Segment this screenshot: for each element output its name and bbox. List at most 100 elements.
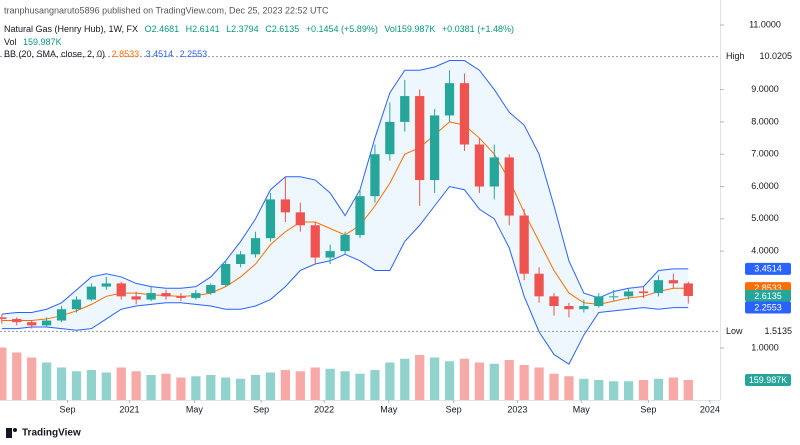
volume-bar bbox=[131, 371, 141, 400]
candle-body bbox=[221, 264, 231, 286]
logo-bar bbox=[6, 428, 12, 438]
candle-body bbox=[42, 320, 52, 326]
volume-bar bbox=[459, 358, 470, 400]
low: L2.3794 bbox=[226, 24, 259, 34]
y-tick-label: 4.0000 bbox=[751, 245, 779, 255]
volume-bar bbox=[429, 357, 440, 400]
volume-bar bbox=[519, 365, 529, 400]
candle-body bbox=[56, 309, 67, 321]
volume-bar bbox=[12, 352, 22, 400]
volume-tag-label: 159.987K bbox=[749, 375, 788, 385]
y-tick-label: 9.0000 bbox=[751, 84, 779, 94]
bb-line: BB (20, SMA, close, 2, 0) 2.8533 3.4514 … bbox=[4, 49, 207, 59]
volume-bar bbox=[101, 372, 111, 400]
candle-body bbox=[668, 280, 678, 284]
volume-value: 159.987K bbox=[23, 37, 62, 47]
candle-body bbox=[355, 196, 365, 235]
candle-body bbox=[191, 293, 201, 298]
volume-bar bbox=[56, 367, 67, 400]
price-tag bbox=[745, 289, 791, 302]
volume-bar bbox=[564, 376, 574, 400]
bb-upper-line bbox=[1, 60, 689, 315]
candle-body bbox=[609, 296, 619, 298]
candle-body bbox=[176, 296, 186, 298]
candle-body bbox=[295, 212, 305, 226]
volume-bar bbox=[295, 371, 305, 400]
candle-body bbox=[161, 293, 171, 297]
candle-body bbox=[116, 283, 126, 297]
price-tag bbox=[745, 262, 791, 275]
publisher: tranphusangnaruto5896 published on Tradi… bbox=[4, 5, 329, 15]
y-tick-label: 7.0000 bbox=[751, 149, 779, 159]
candle-body bbox=[146, 293, 156, 300]
x-tick-label: Sep bbox=[446, 404, 462, 414]
bb-basis: 2.8533 bbox=[112, 49, 140, 59]
volume-bar bbox=[594, 380, 604, 400]
logo-dot bbox=[13, 428, 17, 432]
y-tick-label: 5.0000 bbox=[751, 213, 779, 223]
volume-bar bbox=[176, 377, 186, 400]
volume-bar bbox=[27, 357, 37, 400]
y-tick-label: 11.0000 bbox=[749, 19, 781, 29]
volume-line: Vol 159.987K bbox=[4, 37, 62, 47]
price-tag bbox=[745, 301, 791, 314]
candle-body bbox=[683, 283, 693, 296]
open: O2.4681 bbox=[145, 24, 180, 34]
volume-bar bbox=[161, 373, 171, 400]
candle-body bbox=[549, 296, 559, 307]
extreme-value: 1.5135 bbox=[764, 326, 792, 336]
volume-bar bbox=[653, 378, 664, 400]
candle-body bbox=[12, 318, 22, 323]
candle-body bbox=[0, 317, 7, 319]
candle-body bbox=[594, 296, 604, 307]
volume-bar bbox=[86, 370, 97, 400]
volume-bar bbox=[146, 375, 156, 400]
volume-bar bbox=[504, 360, 514, 400]
x-tick-label: Sep bbox=[253, 404, 269, 414]
volume-bar bbox=[534, 367, 544, 400]
volume-bar bbox=[265, 372, 276, 400]
tv-logo bbox=[6, 428, 17, 438]
candle-body bbox=[265, 199, 276, 239]
volume-label: Vol bbox=[4, 37, 17, 47]
bb-label: BB (20, SMA, close, 2, 0) bbox=[4, 49, 105, 59]
volume-bar bbox=[415, 355, 425, 400]
x-tick-label: 2021 bbox=[119, 404, 139, 414]
volume-tag bbox=[745, 374, 791, 387]
candle-body bbox=[519, 215, 529, 274]
candle-body bbox=[489, 157, 499, 187]
volume-bar bbox=[579, 378, 589, 400]
volume-bar bbox=[340, 371, 350, 400]
x-tick-label: 2024 bbox=[700, 404, 720, 414]
candle-body bbox=[623, 291, 634, 297]
volume-bar bbox=[42, 362, 52, 400]
candle-body bbox=[504, 157, 514, 216]
volume-bar bbox=[638, 380, 649, 400]
candle-body bbox=[474, 144, 485, 187]
candle-body bbox=[101, 283, 111, 287]
x-tick-label: May bbox=[186, 404, 204, 414]
x-tick-label: Sep bbox=[640, 404, 656, 414]
candle-body bbox=[385, 121, 395, 155]
volume-bar bbox=[549, 373, 559, 400]
candle-body bbox=[653, 280, 664, 294]
candle-body bbox=[325, 251, 335, 258]
candle-body bbox=[27, 322, 37, 326]
candle-body bbox=[534, 273, 544, 297]
volume-bar bbox=[280, 370, 291, 400]
volume-bar bbox=[310, 367, 320, 400]
volume: Vol159.987K bbox=[384, 24, 435, 34]
volume-bar bbox=[116, 367, 126, 400]
x-tick-label: 2022 bbox=[314, 404, 334, 414]
volume-bar bbox=[400, 358, 410, 400]
y-tick-label: 1.0000 bbox=[751, 342, 779, 352]
extreme-value: 10.0205 bbox=[759, 51, 792, 61]
x-tick-label: Sep bbox=[60, 404, 76, 414]
price-tag-label: 2.6135 bbox=[754, 291, 782, 301]
x-tick-label: 2023 bbox=[507, 404, 527, 414]
volume-bar bbox=[668, 377, 678, 400]
candle-body bbox=[415, 96, 425, 181]
extreme-label: High bbox=[726, 51, 745, 61]
